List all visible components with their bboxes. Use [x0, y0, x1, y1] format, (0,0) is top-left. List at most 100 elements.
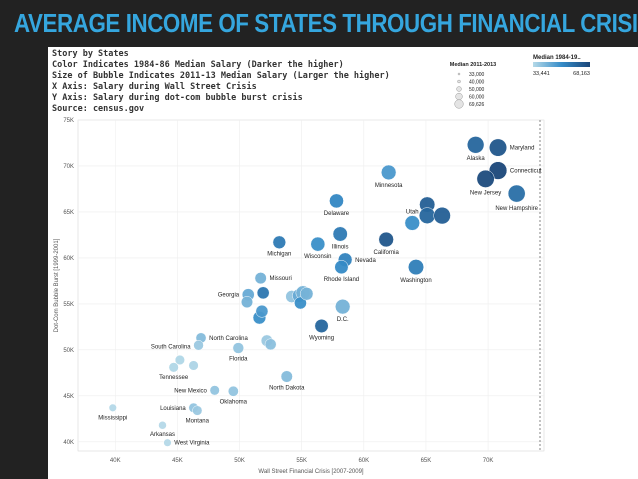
- size-legend-label: 50,000: [469, 87, 485, 93]
- bubble-hawaii: [433, 206, 451, 225]
- description-line-story: Story by States: [52, 49, 129, 59]
- slide-title: AVERAGE INCOME OF STATES THROUGH FINANCI…: [14, 8, 638, 38]
- bubble-west-virginia: [163, 438, 172, 447]
- x-tick-label: 70K: [483, 458, 494, 464]
- x-tick-label: 50K: [234, 458, 245, 464]
- chart-description: Story by States Color Indicates 1984-86 …: [52, 49, 390, 115]
- bubble-florida: [232, 342, 245, 354]
- state-label: California: [374, 250, 400, 256]
- x-tick-label: 55K: [296, 458, 307, 464]
- bubble-tennessee: [168, 362, 179, 373]
- state-label: Nevada: [355, 258, 376, 264]
- state-label: Georgia: [218, 293, 240, 299]
- state-label: North Dakota: [269, 385, 305, 391]
- state-label: New Mexico: [174, 388, 207, 394]
- state-label: Utah: [406, 210, 419, 216]
- size-legend-circle: [457, 72, 461, 76]
- bubble-maryland: [489, 138, 508, 157]
- size-legend-circle: [455, 92, 463, 101]
- bubble-utah: [404, 215, 420, 231]
- scatter-chart: 40K 45K 50K 55K 60K 65K 70K 75K 40K 45K 50K 55K 60K 6…: [54, 55, 590, 475]
- state-label: Washington: [400, 278, 431, 284]
- state-label: Florida: [229, 356, 248, 362]
- bubble-new-mexico: [209, 385, 220, 396]
- state-label: Alaska: [467, 156, 486, 162]
- state-label: Wisconsin: [304, 254, 331, 260]
- bubble-north-dakota: [280, 370, 293, 383]
- state-label: Delaware: [324, 211, 350, 217]
- bubble-wyoming: [314, 318, 329, 333]
- chart-panel: Story by States Color Indicates 1984-86 …: [48, 47, 638, 479]
- bubble-alabama: [188, 360, 199, 371]
- bubble-alaska: [466, 136, 485, 154]
- x-axis-label: Wall Street Financial Crisis [2007-2009]: [258, 469, 363, 475]
- bubble-iowa: [255, 304, 269, 318]
- bubble-idaho: [264, 338, 277, 351]
- size-legend-label: 33,000: [469, 72, 485, 78]
- size-legend-circle: [456, 86, 462, 92]
- state-label: D.C.: [337, 317, 349, 323]
- state-label: Louisiana: [160, 406, 186, 412]
- y-tick-label: 50K: [63, 348, 74, 354]
- size-legend-label: 60,000: [469, 95, 485, 101]
- plot-frame: [77, 119, 545, 452]
- bubble-kentucky: [174, 354, 185, 366]
- x-tick-label: 45K: [172, 458, 183, 464]
- y-tick-label: 60K: [63, 256, 74, 262]
- description-line-size: Size of Bubble Indicates 2011-13 Median …: [52, 71, 390, 81]
- bubble-virginia: [418, 207, 436, 224]
- y-tick-label: 40K: [63, 440, 74, 446]
- x-tick-label: 60K: [358, 458, 369, 464]
- bubble-mississippi: [108, 403, 117, 412]
- state-label: Missouri: [269, 276, 291, 282]
- state-label: Illinois: [332, 244, 349, 250]
- bubble-nebraska: [294, 296, 307, 310]
- state-label: New Jersey: [470, 191, 501, 197]
- state-label: Wyoming: [309, 336, 334, 342]
- state-label: Tennessee: [159, 375, 189, 381]
- color-legend-title: Median 1984-19..: [533, 55, 581, 61]
- state-label: Rhode Island: [324, 277, 359, 283]
- size-legend-label: 40,000: [469, 80, 485, 86]
- y-tick-label: 65K: [63, 210, 74, 216]
- bubble-rhode-island: [334, 260, 349, 275]
- size-legend-label: 69,626: [469, 102, 485, 108]
- y-tick-label: 45K: [63, 394, 74, 400]
- description-line-source: Source: census.gov: [52, 104, 145, 114]
- state-label: Montana: [186, 418, 210, 424]
- x-tick-label: 65K: [421, 458, 432, 464]
- x-tick-label: 40K: [110, 458, 121, 464]
- state-label: Connecticut: [510, 169, 542, 175]
- bubble-wisconsin: [310, 236, 326, 252]
- state-label: North Carolina: [209, 336, 248, 342]
- bubble-pennsylvania: [299, 287, 314, 301]
- y-tick-label: 70K: [63, 164, 74, 170]
- bubble-oklahoma: [227, 385, 239, 397]
- bubble-new-hampshire: [507, 184, 526, 203]
- y-axis-label: Dot-Com Bubble Burst [1999-2001]: [54, 238, 60, 332]
- y-tick-label: 75K: [63, 118, 74, 124]
- bubble-south-carolina: [193, 340, 204, 351]
- y-tick-label: 55K: [63, 302, 74, 308]
- state-label: Oklahoma: [220, 399, 248, 405]
- bubble-illinois: [332, 226, 348, 242]
- color-legend-bar: [533, 62, 590, 67]
- state-label: Mississippi: [98, 416, 127, 422]
- bubble-new-jersey: [476, 169, 495, 188]
- bubble-arkansas: [158, 421, 167, 430]
- state-label: New Hampshire: [495, 206, 538, 212]
- description-line-x-axis: X Axis: Salary during Wall Street Crisis: [52, 82, 257, 92]
- bubble-minnesota: [380, 164, 397, 181]
- size-legend-circle: [454, 99, 464, 109]
- state-label: South Carolina: [151, 344, 191, 350]
- bubble-michigan: [272, 235, 287, 249]
- description-line-y-axis: Y Axis: Salary during dot-com bubble bur…: [52, 93, 303, 103]
- size-legend-circle: [457, 79, 461, 84]
- bubble-montana: [192, 405, 203, 416]
- size-legend-title: Median 2011-2013: [450, 62, 496, 68]
- state-label: Arkansas: [150, 432, 175, 438]
- state-label: Minnesota: [375, 183, 403, 189]
- bubble-missouri: [254, 272, 267, 285]
- color-legend-min: 33,441: [533, 71, 550, 77]
- bubble-washington: [408, 259, 425, 276]
